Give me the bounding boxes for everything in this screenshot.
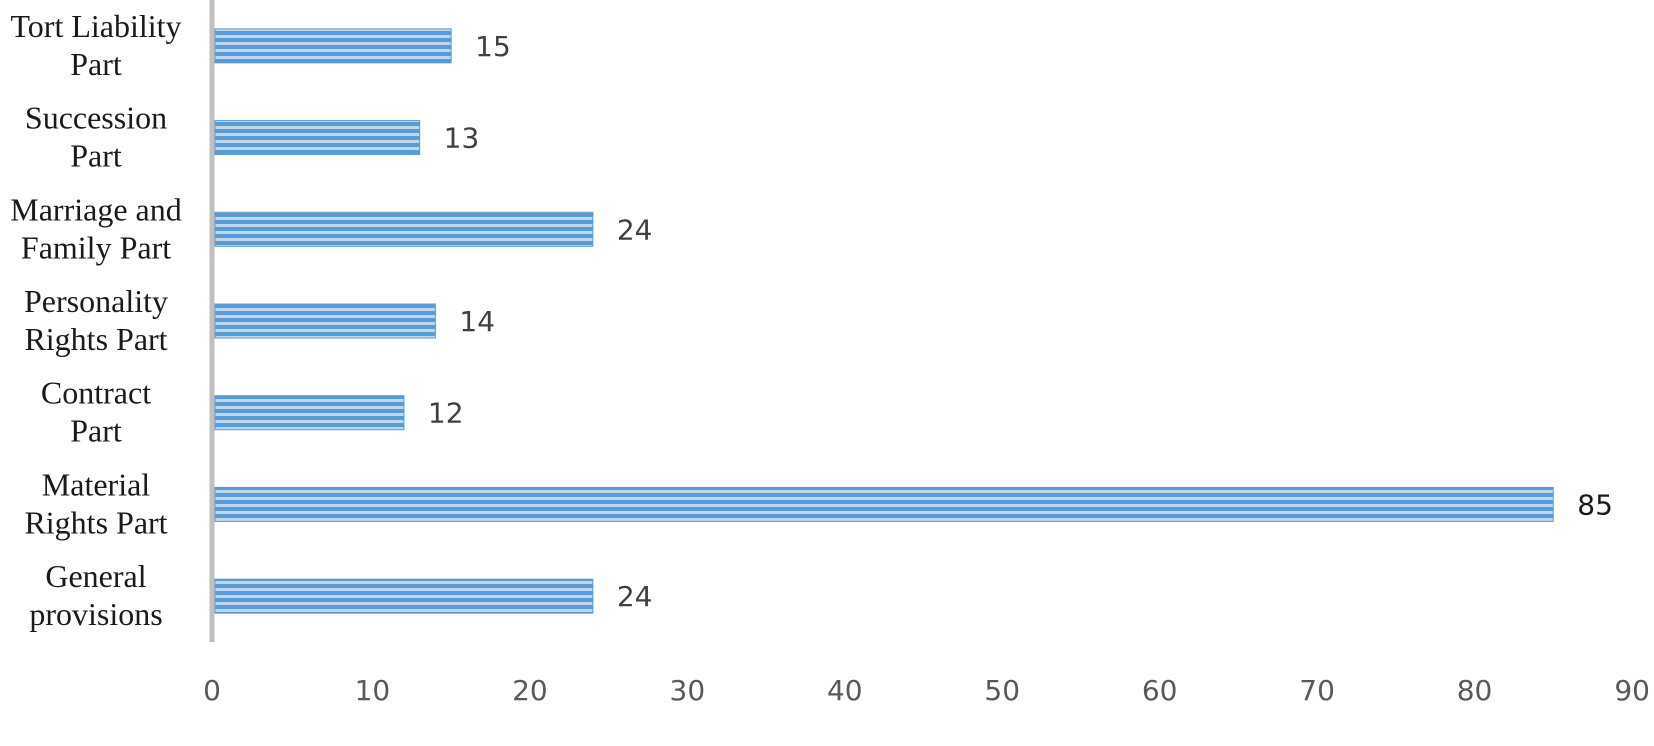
bar [214, 28, 452, 64]
category-label-line: provisions [29, 596, 162, 632]
category-label: Contract Part [41, 375, 151, 449]
category-label-line: General [45, 558, 146, 594]
bar [214, 486, 1554, 522]
x-tick-label: 80 [1457, 674, 1493, 707]
category-label: General provisions [29, 558, 162, 632]
data-label: 24 [617, 580, 653, 613]
category-label-line: Rights Part [24, 504, 167, 540]
category-label: Succession Part [25, 100, 167, 174]
data-label: 24 [617, 213, 653, 246]
category-label-line: Marriage and [10, 191, 181, 227]
data-labels: 24 85 12 14 24 13 15 [428, 30, 1613, 613]
x-axis-tick-labels: 0 10 20 30 40 50 60 70 80 90 [203, 674, 1650, 707]
data-label: 14 [459, 305, 495, 338]
data-label: 13 [444, 122, 480, 155]
category-label: Marriage and Family Part [10, 191, 181, 265]
data-label: 15 [475, 30, 511, 63]
x-tick-label: 10 [355, 674, 391, 707]
category-label: Material Rights Part [24, 466, 167, 540]
x-tick-label: 0 [203, 674, 221, 707]
x-tick-label: 60 [1142, 674, 1178, 707]
category-label-line: Part [70, 138, 122, 174]
category-label-line: Part [70, 46, 122, 82]
category-label: Tort Liability Part [10, 8, 181, 82]
bar [214, 578, 594, 614]
category-label: Personality Rights Part [24, 283, 168, 357]
x-tick-label: 70 [1299, 674, 1335, 707]
bar [214, 211, 594, 247]
category-label-line: Personality [24, 283, 168, 319]
bar [214, 120, 421, 156]
x-tick-label: 40 [827, 674, 863, 707]
data-label: 12 [428, 397, 464, 430]
bars [214, 28, 1554, 614]
category-label-line: Part [70, 413, 122, 449]
bar [214, 303, 436, 339]
category-label-line: Succession [25, 100, 167, 136]
category-label-line: Contract [41, 375, 151, 411]
category-label-line: Rights Part [24, 321, 167, 357]
category-label-line: Material [42, 466, 151, 502]
data-label: 85 [1577, 488, 1613, 521]
x-tick-label: 50 [984, 674, 1020, 707]
x-tick-label: 30 [670, 674, 706, 707]
x-tick-label: 20 [512, 674, 548, 707]
category-label-line: Tort Liability [10, 8, 181, 44]
category-label-line: Family Part [21, 229, 171, 265]
bar [214, 395, 405, 431]
x-tick-label: 90 [1614, 674, 1650, 707]
